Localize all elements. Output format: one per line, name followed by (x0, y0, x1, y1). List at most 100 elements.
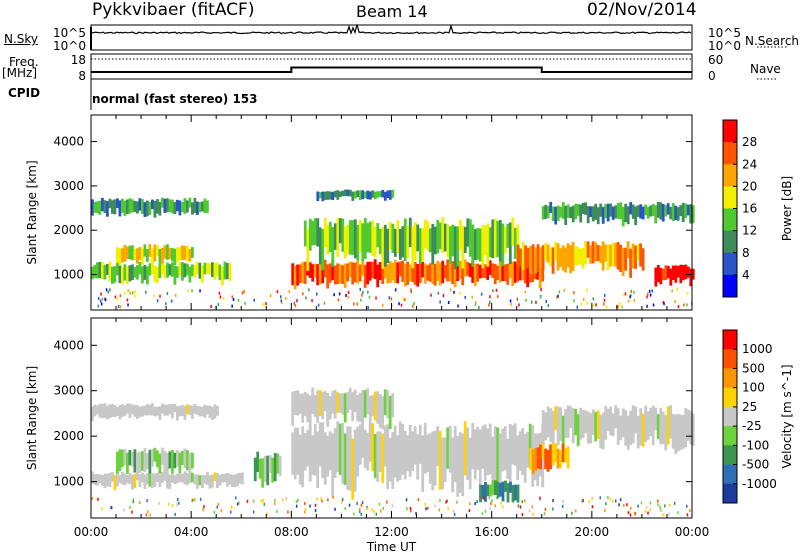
power-cell (146, 266, 149, 285)
velocity-noise-cell (482, 496, 485, 500)
power-noise-cell (573, 299, 575, 303)
velocity-cell (586, 411, 590, 444)
power-cell (539, 247, 542, 269)
velocity-noise-cell (604, 509, 606, 513)
power-cell (566, 204, 570, 218)
power-noise-cell (573, 291, 575, 295)
power-cell (526, 264, 530, 288)
nave-right-tick: 60 (708, 53, 723, 67)
velocity-cell (539, 444, 542, 470)
velocity-noise-cell (344, 507, 347, 510)
power-cell (201, 201, 204, 212)
velocity-colorbar-swatch (723, 426, 737, 446)
velocity-noise-cell (236, 502, 239, 506)
freq-left-tick: 18 (71, 53, 86, 67)
velocity-noise-cell (686, 504, 688, 508)
velocity-colorbar-swatch (723, 330, 737, 350)
power-cell (506, 263, 510, 285)
power-noise-cell (375, 296, 377, 300)
power-noise-cell (475, 301, 477, 304)
velocity-noise-cell (220, 509, 223, 513)
velocity-cell (208, 405, 212, 418)
power-noise-cell (633, 290, 635, 294)
velocity-cell (671, 414, 675, 449)
velocity-cell (636, 415, 640, 449)
power-cell (103, 200, 107, 213)
velocity-noise-cell (605, 502, 607, 506)
power-noise-cell (153, 294, 155, 298)
velocity-cell (198, 406, 202, 417)
velocity-cell (333, 428, 337, 478)
power-noise-cell (624, 292, 627, 296)
velocity-noise-cell (660, 508, 662, 512)
power-cell (311, 220, 315, 245)
power-cell (579, 248, 582, 265)
velocity-cell (386, 390, 390, 419)
power-cell (151, 248, 154, 265)
power-cell (413, 262, 417, 285)
velocity-noise-cell (532, 512, 534, 516)
power-cell (616, 242, 620, 270)
station-title: Pykkvibaer (fitACF) (92, 0, 255, 20)
velocity-noise-cell (456, 500, 458, 504)
power-noise-cell (525, 298, 527, 302)
velocity-cell (689, 410, 693, 445)
power-cell (481, 225, 485, 269)
velocity-cell (584, 410, 588, 434)
velocity-noise-cell (171, 504, 174, 508)
nave-label: Nave (750, 62, 781, 76)
power-cell (186, 200, 189, 213)
power-cell (448, 261, 452, 282)
velocity-cell (368, 426, 372, 462)
power-cell (421, 228, 425, 262)
power-cell (496, 220, 500, 258)
velocity-noise-cell (123, 508, 125, 512)
power-noise-cell (630, 293, 632, 297)
power-cell (498, 259, 502, 283)
power-cell (656, 265, 660, 283)
velocity-noise-cell (543, 512, 546, 516)
power-noise-cell (516, 297, 519, 301)
power-cell (178, 247, 182, 261)
velocity-cell (133, 473, 137, 488)
power-cell (551, 206, 555, 222)
power-noise-cell (586, 301, 588, 305)
velocity-cell (594, 411, 598, 442)
velocity-cell (98, 474, 102, 484)
power-cell (556, 243, 560, 271)
power-noise-cell (437, 291, 440, 295)
power-noise-cell (356, 302, 359, 306)
power-cell (554, 241, 557, 261)
power-cell (524, 245, 527, 268)
velocity-cell (146, 453, 149, 470)
power-noise-cell (129, 291, 131, 295)
velocity-noise-cell (375, 512, 378, 516)
velocity-noise-cell (644, 509, 646, 513)
power-cell (481, 263, 485, 278)
power-colorbar-tick-label: 8 (742, 246, 750, 260)
power-noise-cell (524, 290, 526, 294)
velocity-cell (518, 431, 522, 471)
velocity-cell (186, 450, 189, 471)
velocity-cell (489, 484, 492, 497)
velocity-cell (213, 404, 217, 419)
velocity-cell (331, 391, 335, 414)
power-cell (373, 191, 377, 200)
velocity-cell (293, 427, 297, 480)
velocity-noise-cell (174, 512, 176, 516)
velocity-cell (151, 473, 154, 488)
velocity-cell (336, 421, 340, 472)
velocity-cell (398, 421, 402, 480)
velocity-noise-cell (425, 507, 427, 511)
velocity-cell (163, 472, 167, 481)
power-cell (669, 206, 673, 220)
power-cell (476, 263, 480, 282)
velocity-noise-cell (645, 505, 648, 509)
power-cell (381, 189, 385, 198)
freq-left-tick: 8 (78, 69, 86, 83)
velocity-cell (481, 484, 485, 499)
velocity-cell (606, 408, 610, 432)
power-cell (438, 222, 442, 250)
velocity-cell (298, 434, 302, 485)
velocity-cell (148, 405, 152, 416)
